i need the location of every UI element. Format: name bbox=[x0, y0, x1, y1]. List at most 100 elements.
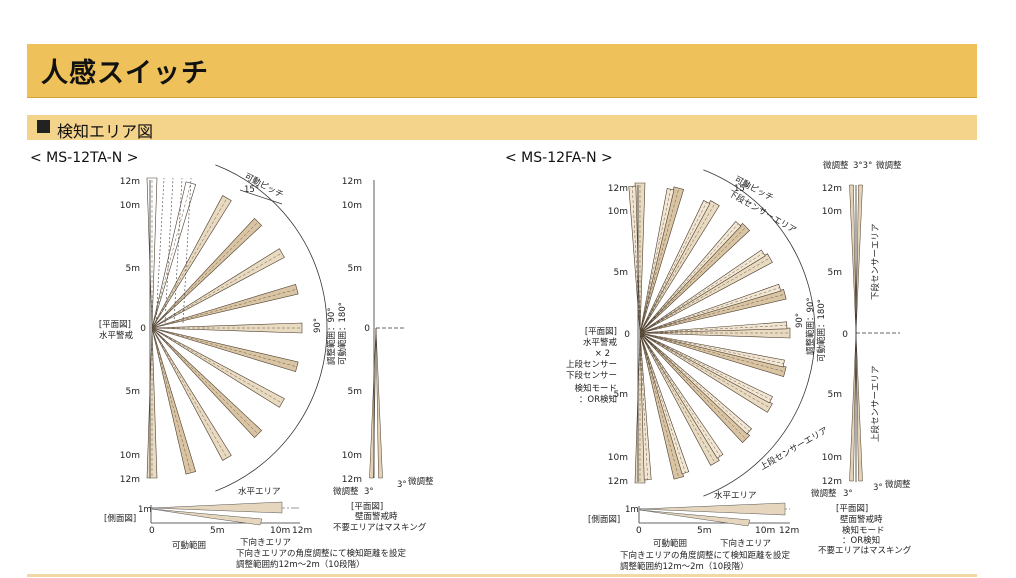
model-name-right: < MS-12FA-N > bbox=[505, 150, 613, 166]
title-bar: 人感スイッチ bbox=[27, 44, 977, 98]
angle-90-label: 90° bbox=[313, 318, 323, 333]
side-1m: 1m bbox=[625, 505, 639, 515]
left-side-view bbox=[150, 501, 300, 526]
tick-label: 10m bbox=[755, 526, 775, 536]
plan-desc: ：OR検知 bbox=[579, 394, 617, 405]
plan-desc: × 2 bbox=[595, 349, 610, 359]
tick-label: 10m bbox=[120, 451, 140, 461]
plan-desc: 検知モード bbox=[574, 383, 617, 394]
fine-angle: 3°3° bbox=[853, 161, 872, 171]
tick-label: 5m bbox=[348, 387, 363, 397]
tick-label: 5m bbox=[210, 526, 225, 536]
move-range-label: 可動範囲：180° bbox=[816, 299, 827, 362]
left-plan-axis: 12m 10m 5m 0 5m 10m 12m bbox=[120, 177, 151, 485]
wall-desc: 壁面警戒時 bbox=[840, 514, 883, 525]
section-header: 検知エリア図 bbox=[27, 115, 977, 141]
tick-label: 0 bbox=[149, 526, 155, 536]
down-area-label: 下向きエリア bbox=[720, 538, 771, 549]
right-wall-axis: 12m 10m 5m 0 5m 10m 12m bbox=[822, 184, 900, 487]
down-note: 下向きエリアの角度調整にて検知距離を設定 bbox=[236, 548, 407, 559]
side-1m: 1m bbox=[138, 505, 152, 515]
tick-label: 12m bbox=[608, 184, 628, 194]
tick-label: 10m bbox=[342, 201, 362, 211]
tick-label: 0 bbox=[140, 324, 146, 334]
detection-beam bbox=[151, 248, 285, 329]
side-label: [側面図] bbox=[104, 513, 136, 524]
adjust-range-label: 調整範囲：90° bbox=[805, 297, 816, 355]
angle-90-label: 90° bbox=[795, 313, 805, 328]
tick-label: 12m bbox=[120, 475, 140, 485]
down-range: 調整範囲約12m〜2m（10段階） bbox=[236, 559, 365, 570]
down-note: 下向きエリアの角度調整にて検知距離を設定 bbox=[620, 550, 791, 561]
wall-beam bbox=[855, 184, 863, 334]
plan-desc: 水平警戒 bbox=[583, 337, 618, 348]
detection-beam bbox=[151, 327, 299, 373]
right-plan-axis: 12m 10m 5m 0 5m 10m 12m bbox=[608, 184, 639, 487]
tick-label: 12m bbox=[342, 177, 362, 187]
tick-label: 12m bbox=[292, 526, 312, 536]
movable-range-label: 可動範囲 bbox=[653, 538, 687, 549]
down-area-label: 下向きエリア bbox=[240, 537, 291, 548]
bottom-rule bbox=[27, 574, 977, 577]
pitch-angle: 15° bbox=[244, 185, 259, 195]
wall-beam bbox=[849, 332, 857, 482]
detection-beam bbox=[151, 327, 285, 408]
tick-label: 10m bbox=[608, 453, 628, 463]
tick-label: 12m bbox=[342, 475, 362, 485]
wall-beam bbox=[375, 327, 383, 479]
plan-label: [平面図] bbox=[585, 327, 617, 337]
wall-desc: 検知モード bbox=[842, 525, 885, 536]
tick-label: 10m bbox=[120, 201, 140, 211]
tick-label: 10m bbox=[342, 451, 362, 461]
right-side-view bbox=[638, 502, 790, 527]
tick-label: 5m bbox=[614, 268, 629, 278]
plan-desc: 下段センサー bbox=[566, 370, 617, 381]
fine-adjust-label: 微調整 bbox=[876, 160, 902, 171]
side-upper-area: 上段センサーエリア bbox=[870, 365, 881, 442]
detection-beam bbox=[151, 195, 232, 329]
horizontal-area-label: 水平エリア bbox=[714, 490, 757, 501]
tick-label: 0 bbox=[842, 330, 848, 340]
detection-beam-upper bbox=[639, 188, 675, 334]
tick-label: 12m bbox=[822, 477, 842, 487]
down-range: 調整範囲約12m〜2m（10段階） bbox=[620, 561, 749, 572]
tick-label: 10m bbox=[822, 207, 842, 217]
movable-range-label: 可動範囲 bbox=[172, 540, 206, 551]
tick-label: 10m bbox=[822, 453, 842, 463]
tick-label: 5m bbox=[828, 390, 843, 400]
tick-label: 5m bbox=[614, 390, 629, 400]
wall-mask-note: 不要エリアはマスキング bbox=[333, 522, 427, 533]
tick-label: 0 bbox=[364, 324, 370, 334]
plan-desc: 上段センサー bbox=[566, 359, 617, 370]
tick-label: 0 bbox=[636, 526, 642, 536]
detection-beam-upper bbox=[639, 332, 785, 368]
fine-adjust-label: 微調整 bbox=[333, 486, 359, 497]
wall-mask-note: 不要エリアはマスキング bbox=[818, 545, 912, 556]
model-name-left: < MS-12TA-N > bbox=[30, 150, 139, 166]
left-wall-axis: 12m 10m 5m 0 5m 10m 12m bbox=[342, 177, 404, 485]
wall-plan-label: [平面図] bbox=[351, 502, 383, 512]
tick-label: 12m bbox=[608, 477, 628, 487]
fine-adjust-label: 微調整 bbox=[823, 160, 849, 171]
upper-sensor-area: 上段センサーエリア bbox=[758, 425, 830, 473]
fine-adjust-label: 微調整 bbox=[408, 476, 434, 487]
wall-beam bbox=[855, 332, 863, 482]
wall-plan-label: [平面図] bbox=[836, 504, 868, 514]
horizontal-area-label: 水平エリア bbox=[238, 486, 281, 497]
tick-label: 5m bbox=[828, 268, 843, 278]
tick-label: 10m bbox=[270, 526, 290, 536]
plan-desc: 水平警戒 bbox=[99, 330, 134, 341]
tick-label: 12m bbox=[779, 526, 799, 536]
fine-angle: 3° bbox=[397, 480, 407, 490]
fine-angle: 3° bbox=[873, 483, 883, 493]
wall-beam bbox=[849, 184, 857, 334]
move-range-label: 可動範囲：180° bbox=[337, 302, 348, 365]
tick-label: 5m bbox=[697, 526, 712, 536]
tick-label: 12m bbox=[822, 184, 842, 194]
detection-beam bbox=[151, 283, 299, 329]
tick-label: 5m bbox=[348, 264, 363, 274]
fine-angle: 3° bbox=[364, 487, 374, 497]
tick-label: 0 bbox=[624, 330, 630, 340]
fine-adjust-label: 微調整 bbox=[885, 479, 911, 490]
